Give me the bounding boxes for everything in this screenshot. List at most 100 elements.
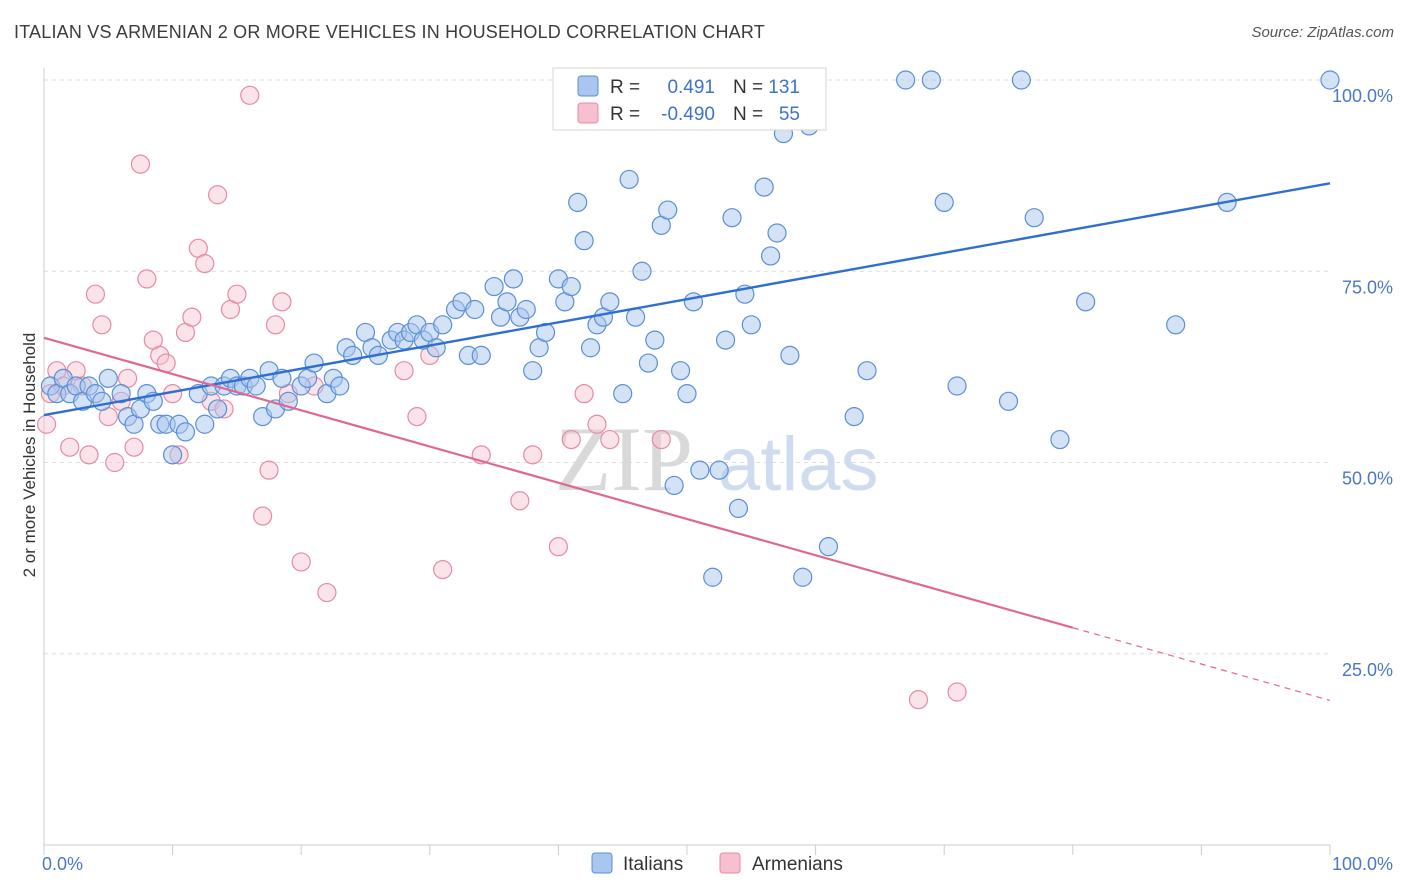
armenians-point [208, 185, 228, 205]
italians-point [722, 208, 742, 228]
bottom-legend-italians: Italians [623, 854, 683, 875]
legend-r-value-armenians: -0.490 [661, 104, 715, 125]
italians-point [664, 475, 684, 496]
italians-point [934, 192, 954, 212]
armenians-point [561, 429, 581, 450]
italians-point [580, 338, 601, 358]
italians-point [433, 315, 453, 335]
armenians-point [272, 292, 292, 312]
italians-trend-line [43, 182, 1331, 417]
legend-r-value-italians: 0.491 [667, 77, 715, 98]
italians-point [523, 361, 543, 381]
italians-point [632, 261, 652, 281]
italians-point [921, 70, 941, 90]
italians-point [330, 376, 350, 396]
italians-point [658, 200, 678, 220]
armenians-point [92, 315, 112, 335]
italians-point [426, 338, 446, 358]
source-label: Source: ZipAtlas.com [1251, 24, 1394, 41]
armenians-point [227, 284, 247, 304]
axes [43, 68, 1331, 855]
armenians-trend-line-extension [1072, 627, 1331, 701]
armenians-point [548, 537, 569, 557]
x-tick-label: 100.0% [1332, 854, 1393, 874]
italians-point [568, 192, 588, 212]
italians-point [728, 498, 749, 518]
armenians-point [394, 361, 414, 381]
armenians-point [182, 307, 202, 327]
y-tick-label: 50.0% [1342, 469, 1393, 489]
trend-lines [43, 182, 1331, 701]
italians-point [857, 361, 877, 381]
armenians-point [574, 384, 594, 404]
italians-point [844, 407, 864, 427]
y-tick-label: 75.0% [1342, 277, 1393, 297]
armenians-point [600, 429, 620, 450]
italians-point [1166, 315, 1186, 335]
legend-n-value-armenians: 55 [779, 104, 800, 125]
italians-point [767, 223, 787, 243]
italians-point [208, 399, 228, 419]
armenians-point [36, 414, 57, 434]
armenians-point [60, 437, 80, 457]
legend-r-label-armenians: R = [610, 104, 640, 125]
italians-point [1050, 429, 1070, 450]
italians-point [1011, 70, 1031, 90]
italians-point [793, 567, 813, 587]
italians-point [613, 384, 633, 404]
legend: R = 0.491 N = 131 R = -0.490 N = 55 [552, 67, 827, 131]
italians-point [304, 353, 324, 373]
italians-point [703, 567, 723, 587]
italians-point [600, 292, 620, 312]
italians-point [497, 292, 517, 312]
italians-point [709, 460, 729, 480]
italians-point [175, 422, 196, 442]
italians-point [619, 169, 639, 190]
italians-point [998, 391, 1019, 411]
italians-point [760, 246, 781, 266]
italians-point [163, 445, 183, 465]
armenians-point [908, 690, 929, 710]
italians-point [625, 307, 646, 327]
armenians-point [433, 559, 453, 580]
armenians-point [130, 154, 151, 174]
tick-labels: 100.0% 75.0% 50.0% 25.0% 0.0% 100.0% [42, 86, 1393, 874]
italians-point [715, 330, 736, 350]
italians-point [561, 276, 581, 297]
italians-point [754, 177, 774, 197]
armenians-point [195, 254, 215, 274]
armenians-point [253, 506, 273, 526]
armenians-point [150, 345, 170, 365]
italians-point [574, 231, 594, 251]
italians-point [111, 384, 131, 404]
italians-point [645, 330, 665, 350]
y-tick-label: 100.0% [1332, 86, 1393, 106]
italians-point [690, 460, 710, 480]
legend-n-label-italians: N = [733, 77, 763, 98]
italians-point [471, 345, 491, 365]
armenians-point [265, 315, 286, 335]
y-tick-label: 25.0% [1342, 660, 1393, 680]
italians-point [246, 376, 266, 396]
italians-point [1320, 70, 1340, 90]
armenians-point [510, 491, 530, 511]
armenians-point [85, 284, 106, 304]
italians-point [677, 384, 697, 404]
bottom-legend-swatch-armenians [719, 852, 741, 874]
armenians-point [79, 445, 99, 465]
x-tick-label: 0.0% [42, 854, 83, 874]
armenians-point [587, 414, 607, 434]
armenians-point [240, 85, 260, 105]
italians-point [503, 269, 523, 289]
legend-n-value-italians: 131 [768, 77, 800, 98]
legend-swatch-armenians [577, 102, 599, 124]
italians-point [683, 292, 704, 312]
armenians-point [137, 269, 157, 289]
italians-point [92, 391, 112, 411]
armenians-point [317, 582, 337, 603]
italians-point [98, 368, 118, 388]
italians-point [818, 537, 839, 557]
watermark-atlas: atlas [718, 422, 879, 507]
italians-point [638, 353, 659, 373]
italians-point [741, 315, 761, 335]
